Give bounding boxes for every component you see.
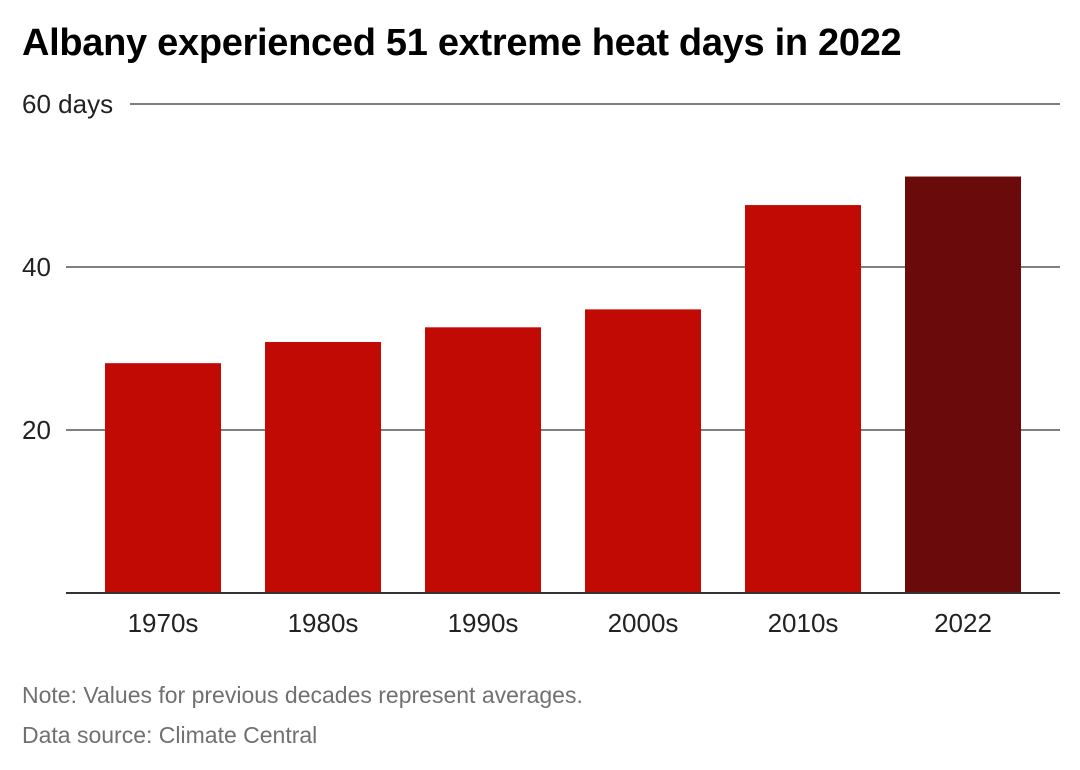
chart-note: Note: Values for previous decades repres… bbox=[22, 682, 583, 708]
bar-2022 bbox=[905, 176, 1021, 593]
x-tick-label: 1990s bbox=[448, 608, 519, 638]
bar-2010s bbox=[745, 205, 861, 593]
bar-1980s bbox=[265, 341, 381, 593]
bars bbox=[105, 176, 1021, 593]
y-tick-label: 60 days bbox=[22, 89, 113, 119]
axis-labels: 20 40 60 days 1970s 1980s 1990s 2000s 2010s 2022 bbox=[22, 89, 992, 638]
x-tick-label: 2022 bbox=[934, 608, 992, 638]
x-tick-label: 2000s bbox=[608, 608, 679, 638]
bar-2000s bbox=[585, 309, 701, 593]
bar-1970s bbox=[105, 363, 221, 593]
gridlines bbox=[66, 103, 1060, 431]
y-tick-label: 40 bbox=[22, 252, 51, 282]
bar-1990s bbox=[425, 327, 541, 593]
chart-title: Albany experienced 51 extreme heat days … bbox=[22, 22, 902, 64]
y-tick-label: 20 bbox=[22, 415, 51, 445]
data-source: Data source: Climate Central bbox=[22, 722, 318, 748]
x-tick-label: 2010s bbox=[768, 608, 839, 638]
x-tick-label: 1970s bbox=[128, 608, 199, 638]
x-tick-label: 1980s bbox=[288, 608, 359, 638]
bar-chart: 20 40 60 days 1970s 1980s 1990s 2000s 2010s 2022 bbox=[22, 89, 1060, 638]
